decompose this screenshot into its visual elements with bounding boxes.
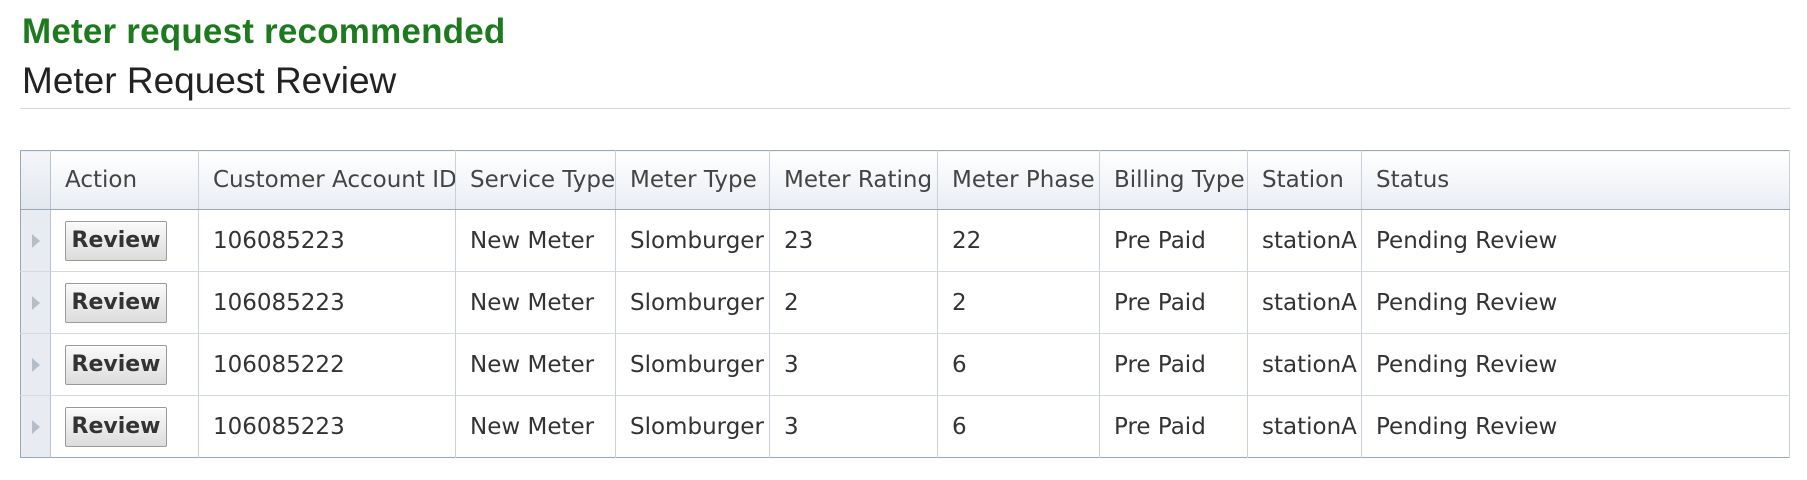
- review-button[interactable]: Review: [65, 344, 167, 385]
- table-row: Review 106085223 New Meter Slomburger 2 …: [20, 271, 1790, 334]
- cell-meter-phase: 22: [937, 209, 1100, 272]
- cell-meter-type: Slomburger: [615, 209, 770, 272]
- column-header-service-type[interactable]: Service Type: [455, 150, 616, 210]
- cell-account-id: 106085223: [198, 271, 456, 334]
- table-row: Review 106085222 New Meter Slomburger 3 …: [20, 333, 1790, 396]
- row-arrow-icon: [31, 234, 40, 248]
- cell-meter-type: Slomburger: [615, 395, 770, 458]
- cell-billing-type: Pre Paid: [1099, 271, 1248, 334]
- cell-billing-type: Pre Paid: [1099, 209, 1248, 272]
- cell-billing-type: Pre Paid: [1099, 395, 1248, 458]
- row-selector[interactable]: [20, 271, 51, 334]
- action-cell: Review: [50, 271, 199, 334]
- review-button[interactable]: Review: [65, 220, 167, 261]
- success-message: Meter request recommended: [22, 12, 506, 51]
- meter-request-grid: Action Customer Account ID Service Type …: [20, 150, 1790, 458]
- table-row: Review 106085223 New Meter Slomburger 23…: [20, 209, 1790, 272]
- cell-account-id: 106085222: [198, 333, 456, 396]
- row-arrow-icon: [31, 358, 40, 372]
- cell-meter-rating: 2: [769, 271, 938, 334]
- table-row: Review 106085223 New Meter Slomburger 3 …: [20, 395, 1790, 458]
- column-header-customer-account-id[interactable]: Customer Account ID: [198, 150, 456, 210]
- review-button[interactable]: Review: [65, 406, 167, 447]
- column-header-billing-type[interactable]: Billing Type: [1099, 150, 1248, 210]
- cell-status: Pending Review: [1361, 271, 1790, 334]
- cell-station: stationA: [1247, 209, 1362, 272]
- cell-status: Pending Review: [1361, 395, 1790, 458]
- cell-service-type: New Meter: [455, 209, 616, 272]
- column-header-status[interactable]: Status: [1361, 150, 1790, 210]
- cell-station: stationA: [1247, 271, 1362, 334]
- action-cell: Review: [50, 209, 199, 272]
- page-title: Meter Request Review: [22, 60, 397, 101]
- cell-service-type: New Meter: [455, 271, 616, 334]
- cell-meter-phase: 2: [937, 271, 1100, 334]
- column-header-action[interactable]: Action: [50, 150, 199, 210]
- cell-service-type: New Meter: [455, 395, 616, 458]
- cell-status: Pending Review: [1361, 333, 1790, 396]
- title-divider: [20, 108, 1790, 109]
- cell-meter-type: Slomburger: [615, 333, 770, 396]
- cell-meter-rating: 3: [769, 333, 938, 396]
- cell-meter-phase: 6: [937, 395, 1100, 458]
- column-header-station[interactable]: Station: [1247, 150, 1362, 210]
- row-selector[interactable]: [20, 333, 51, 396]
- cell-service-type: New Meter: [455, 333, 616, 396]
- header-row: Action Customer Account ID Service Type …: [20, 150, 1790, 210]
- cell-station: stationA: [1247, 395, 1362, 458]
- cell-meter-phase: 6: [937, 333, 1100, 396]
- cell-billing-type: Pre Paid: [1099, 333, 1248, 396]
- row-arrow-icon: [31, 296, 40, 310]
- action-cell: Review: [50, 395, 199, 458]
- cell-account-id: 106085223: [198, 395, 456, 458]
- column-header-meter-type[interactable]: Meter Type: [615, 150, 770, 210]
- review-button[interactable]: Review: [65, 282, 167, 323]
- cell-meter-rating: 23: [769, 209, 938, 272]
- row-selector-header: [20, 150, 51, 210]
- row-arrow-icon: [31, 420, 40, 434]
- cell-meter-type: Slomburger: [615, 271, 770, 334]
- cell-status: Pending Review: [1361, 209, 1790, 272]
- cell-account-id: 106085223: [198, 209, 456, 272]
- row-selector[interactable]: [20, 209, 51, 272]
- column-header-meter-rating[interactable]: Meter Rating: [769, 150, 938, 210]
- cell-meter-rating: 3: [769, 395, 938, 458]
- action-cell: Review: [50, 333, 199, 396]
- row-selector[interactable]: [20, 395, 51, 458]
- cell-station: stationA: [1247, 333, 1362, 396]
- column-header-meter-phase[interactable]: Meter Phase: [937, 150, 1100, 210]
